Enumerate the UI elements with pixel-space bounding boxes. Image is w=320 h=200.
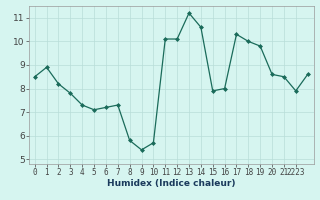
X-axis label: Humidex (Indice chaleur): Humidex (Indice chaleur) xyxy=(107,179,236,188)
